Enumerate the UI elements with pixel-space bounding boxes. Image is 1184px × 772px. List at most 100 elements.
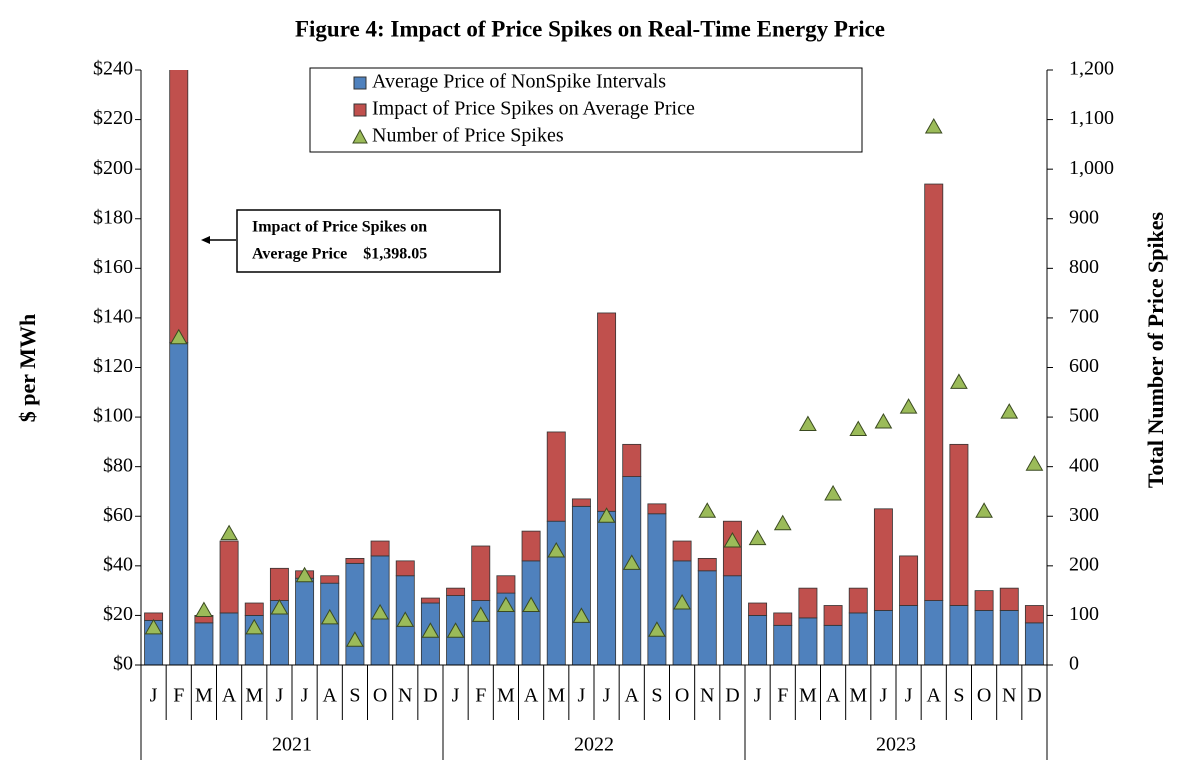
spike-marker [497,596,515,612]
spike-marker [169,328,188,345]
bar-segment [571,505,591,665]
bar-segment [295,577,315,665]
spike-marker [144,618,163,635]
bar-segment [848,587,868,614]
x-tick-label: J [578,685,586,707]
spike-marker [547,541,566,558]
y2-tick-label: 1,100 [1069,107,1114,129]
bar-segment [169,70,189,344]
y2-tick-label: 100 [1069,603,1099,625]
bar-segment [697,570,717,665]
x-tick-label: D [725,685,739,707]
spike-marker [748,529,767,546]
spike-marker [874,413,893,429]
y2-tick-label: 700 [1069,306,1099,328]
x-tick-label: M [497,685,515,707]
bar-segment [924,600,944,665]
bar-segment [823,624,843,665]
x-tick-label: A [222,685,237,707]
y-tick-label: $220 [93,107,133,129]
y-tick-label: $80 [103,454,133,476]
bar-segment [647,513,667,665]
spike-marker [924,118,943,134]
bar-segment [999,610,1019,665]
y-tick-label: $0 [113,653,133,675]
bar-segment [244,602,264,616]
bar-segment [320,575,340,584]
bar-segment [1024,622,1044,665]
y2-tick-label: 1,000 [1069,157,1114,179]
bar-segment [622,443,642,477]
bar-segment [1024,605,1044,624]
x-tick-label: A [826,685,841,707]
x-tick-label: N [1002,685,1016,707]
bar-segment [395,560,415,577]
spike-marker [723,532,742,548]
bar-segment [622,476,642,665]
bar-segment [773,612,793,626]
x-tick-label: F [475,685,486,707]
y2-tick-label: 400 [1069,454,1099,476]
bar-segment [748,615,768,665]
x-tick-label: J [754,685,762,707]
spike-marker [371,603,389,620]
y-tick-label: $60 [103,504,133,526]
x-tick-label: M [547,685,565,707]
bar-segment [899,555,919,606]
y2-tick-label: 600 [1069,355,1099,377]
annotation-arrowhead [201,236,210,244]
bar-segment [773,624,793,665]
y-tick-label: $40 [103,553,133,575]
legend-swatch [353,103,367,117]
chart-title: Figure 4: Impact of Price Spikes on Real… [295,16,885,41]
spike-marker [1025,455,1044,471]
year-label: 2021 [272,734,312,756]
year-label: 2023 [876,734,916,756]
y2-tick-label: 200 [1069,553,1099,575]
bar-segment [647,503,667,515]
x-tick-label: J [905,685,913,707]
bar-segment [873,508,893,611]
x-tick-label: S [349,685,360,707]
spike-marker [270,598,289,615]
bar-segment [848,612,868,665]
bar-segment [521,560,541,665]
annotation-line: Impact of Price Spikes on [252,219,427,236]
y2-tick-label: 0 [1069,653,1079,675]
x-tick-label: S [651,685,662,707]
y-axis-label: $ per MWh [15,314,40,422]
spike-marker [698,502,717,518]
bar-segment [471,545,491,601]
spike-marker [446,622,465,638]
y-tick-label: $140 [93,306,133,328]
bar-segment [597,312,617,512]
x-tick-label: O [675,685,689,707]
spike-marker [622,554,641,570]
bar-segment [169,342,189,665]
x-tick-label: M [849,685,867,707]
bar-segment [949,605,969,665]
bar-segment [420,597,440,604]
x-tick-label: D [423,685,437,707]
spike-marker [799,415,817,432]
x-tick-label: N [700,685,714,707]
y-tick-label: $200 [93,157,133,179]
bar-segment [672,540,692,562]
y2-tick-label: 500 [1069,405,1099,427]
x-tick-label: J [603,685,611,707]
x-tick-label: N [398,685,412,707]
spike-marker [320,608,339,625]
x-tick-label: M [245,685,263,707]
bar-segment [924,183,944,601]
x-tick-label: M [195,685,213,707]
bar-segment [697,557,717,572]
spike-marker [220,524,238,541]
y2-tick-label: 800 [1069,256,1099,278]
spike-marker [346,631,364,647]
x-tick-label: S [953,685,964,707]
y2-tick-label: 300 [1069,504,1099,526]
spike-marker [673,594,691,610]
x-tick-label: F [173,685,184,707]
x-tick-label: J [880,685,888,707]
